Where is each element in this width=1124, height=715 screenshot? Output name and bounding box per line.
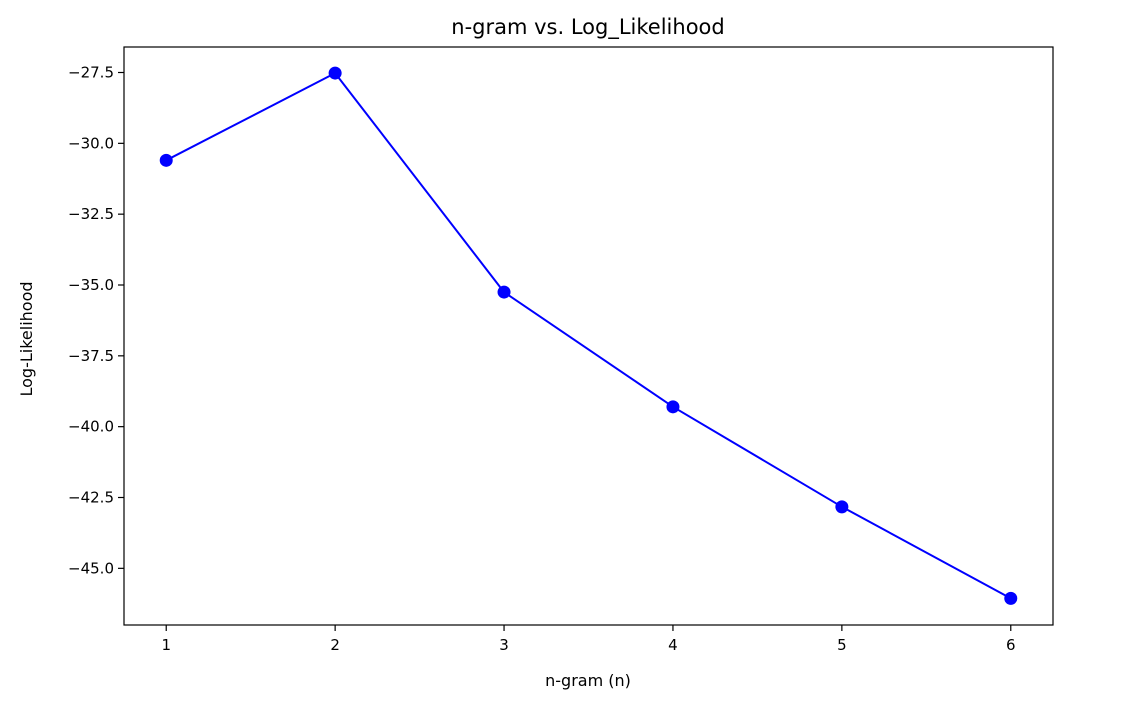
x-tick-label: 4 [668, 636, 678, 654]
y-tick-label: −30.0 [68, 134, 114, 152]
data-point [835, 500, 849, 514]
data-point [497, 285, 511, 299]
x-tick-label: 5 [837, 636, 847, 654]
data-point [666, 400, 680, 414]
y-tick-label: −32.5 [68, 205, 114, 223]
chart-title: n-gram vs. Log_Likelihood [451, 15, 724, 40]
x-tick-label: 6 [1006, 636, 1016, 654]
x-axis-label: n-gram (n) [545, 671, 631, 690]
y-tick-label: −35.0 [68, 276, 114, 294]
y-tick-label: −45.0 [68, 559, 114, 577]
y-tick-label: −40.0 [68, 418, 114, 436]
plot-area-frame [123, 46, 1054, 626]
data-point [159, 153, 173, 167]
data-point [1004, 591, 1018, 605]
series-line [165, 71, 1012, 600]
y-tick-label: −27.5 [68, 64, 114, 82]
y-tick-label: −37.5 [68, 347, 114, 365]
axis-ticks: 1 2 3 4 5 6 −27.5 −30.0 −32.5 −35.0 −37.5 −40.0 −42.… [68, 64, 1016, 655]
x-tick-label: 2 [330, 636, 340, 654]
series-layer [159, 66, 1018, 605]
y-tick-label: −42.5 [68, 489, 114, 507]
y-axis-label: Log-Likelihood [17, 281, 36, 396]
x-tick-label: 1 [161, 636, 171, 654]
data-point [328, 66, 342, 80]
x-tick-label: 3 [499, 636, 509, 654]
